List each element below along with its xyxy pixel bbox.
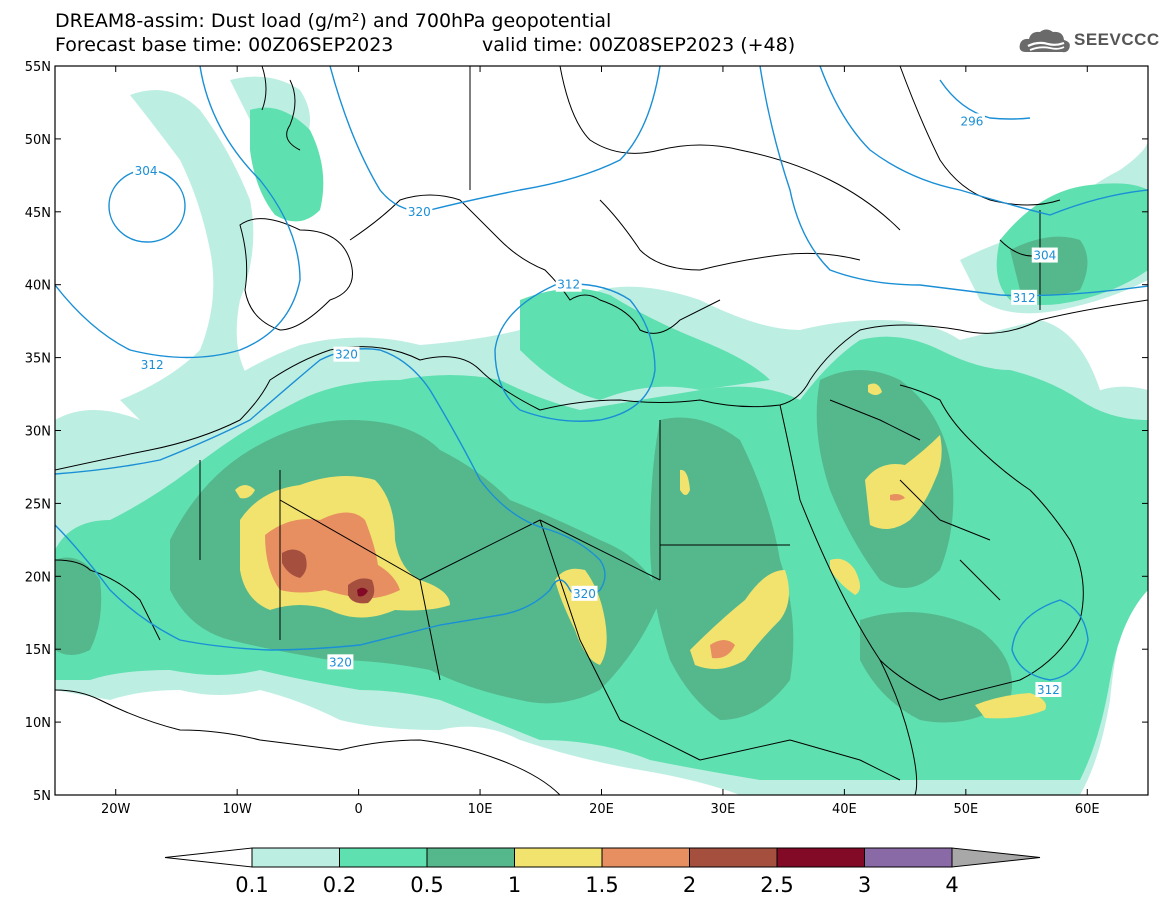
contour-label-bg xyxy=(327,654,354,670)
colorbar-label: 0.1 xyxy=(235,873,268,897)
contour-label: 312 xyxy=(141,358,164,372)
valid-time: valid time: 00Z08SEP2023 (+48) xyxy=(482,34,796,56)
contour-label-bg xyxy=(1035,682,1062,698)
contour-label-bg xyxy=(406,203,433,219)
contour-label: 312 xyxy=(557,278,580,292)
contour-label-bg xyxy=(139,356,166,372)
colorbar-under-arrow xyxy=(164,847,253,868)
colorbar-swatch xyxy=(251,847,340,868)
map-title: DREAM8-assim: Dust load (g/m²) and 700hP… xyxy=(55,10,612,32)
contour-label: 320 xyxy=(573,587,596,601)
contour-label: 320 xyxy=(408,205,431,219)
lat-tick-label: 50N xyxy=(25,133,51,148)
contour-label: 312 xyxy=(1013,291,1036,305)
contour-label: 320 xyxy=(335,348,358,362)
lon-tick-label: 20W xyxy=(101,802,131,817)
colorbar-label: 2.5 xyxy=(760,873,793,897)
colorbar-over-arrow xyxy=(951,847,1041,868)
lon-tick-label: 60E xyxy=(1075,802,1100,817)
lat-tick-label: 40N xyxy=(25,279,51,294)
colorbar-label: 0.2 xyxy=(323,873,356,897)
seevccc-logo: SEEVCCC xyxy=(1018,26,1160,58)
lat-tick-label: 5N xyxy=(33,789,51,804)
contour-label-bg xyxy=(333,346,360,362)
colorbar-swatch xyxy=(339,847,428,868)
colorbar-label: 4 xyxy=(945,873,958,897)
contour-labels: 304 304 296 312 312 312 312 320 320 320 320 xyxy=(133,113,1062,698)
lon-tick-label: 40E xyxy=(832,802,857,817)
contour-label-bg xyxy=(1031,247,1058,263)
colorbar-label: 3 xyxy=(858,873,871,897)
lat-tick-label: 25N xyxy=(25,497,51,512)
cloud-icon xyxy=(1019,29,1070,53)
colorbar-label: 1 xyxy=(508,873,521,897)
contour-label-bg xyxy=(555,276,582,292)
contour-label-bg xyxy=(133,162,160,178)
contour-label: 320 xyxy=(329,655,352,669)
logo-text: SEEVCCC xyxy=(1074,30,1160,49)
colorbar-swatch xyxy=(776,847,865,868)
colorbar-label: 0.5 xyxy=(410,873,443,897)
contour-label: 304 xyxy=(135,164,158,178)
lat-tick-label: 35N xyxy=(25,352,51,367)
contour-label-bg xyxy=(958,113,985,129)
lat-tick-label: 15N xyxy=(25,643,51,658)
lon-ticks: 20W 10W 0 10E 20E 30E 40E 50E 60E xyxy=(101,66,1100,817)
colorbar-swatch xyxy=(864,847,953,868)
dust-shading xyxy=(55,66,1148,795)
lat-tick-label: 30N xyxy=(25,425,51,440)
colorbar-label: 2 xyxy=(683,873,696,897)
colorbar-swatch xyxy=(601,847,690,868)
lat-tick-label: 20N xyxy=(25,570,51,585)
colorbar: 0.1 0.2 0.5 1 1.5 2 2.5 3 4 xyxy=(164,847,1041,897)
contour-label-bg xyxy=(1011,289,1038,305)
contour-label: 296 xyxy=(960,114,983,128)
colorbar-swatch xyxy=(426,847,515,868)
coastlines xyxy=(55,66,1148,795)
lon-tick-label: 0 xyxy=(354,802,362,817)
contour-label: 312 xyxy=(1037,683,1060,697)
lat-tick-label: 55N xyxy=(25,60,51,75)
lon-tick-label: 10E xyxy=(468,802,493,817)
contour-label-bg xyxy=(571,585,598,601)
lon-tick-label: 50E xyxy=(953,802,978,817)
colorbar-swatch xyxy=(514,847,603,868)
colorbar-label: 1.5 xyxy=(585,873,618,897)
lat-tick-label: 10N xyxy=(25,716,51,731)
lat-tick-label: 45N xyxy=(25,206,51,221)
forecast-base-time: Forecast base time: 00Z06SEP2023 xyxy=(55,34,394,56)
contour-label: 304 xyxy=(1033,249,1056,263)
map-subtitle: Forecast base time: 00Z06SEP2023 valid ti… xyxy=(55,34,795,56)
lon-tick-label: 10W xyxy=(222,802,252,817)
lon-tick-label: 20E xyxy=(589,802,614,817)
lat-ticks: 55N 50N 45N 40N 35N 30N 25N 20N 15N 10N 5N xyxy=(25,60,1148,804)
colorbar-swatch xyxy=(689,847,778,868)
lon-tick-label: 30E xyxy=(711,802,736,817)
